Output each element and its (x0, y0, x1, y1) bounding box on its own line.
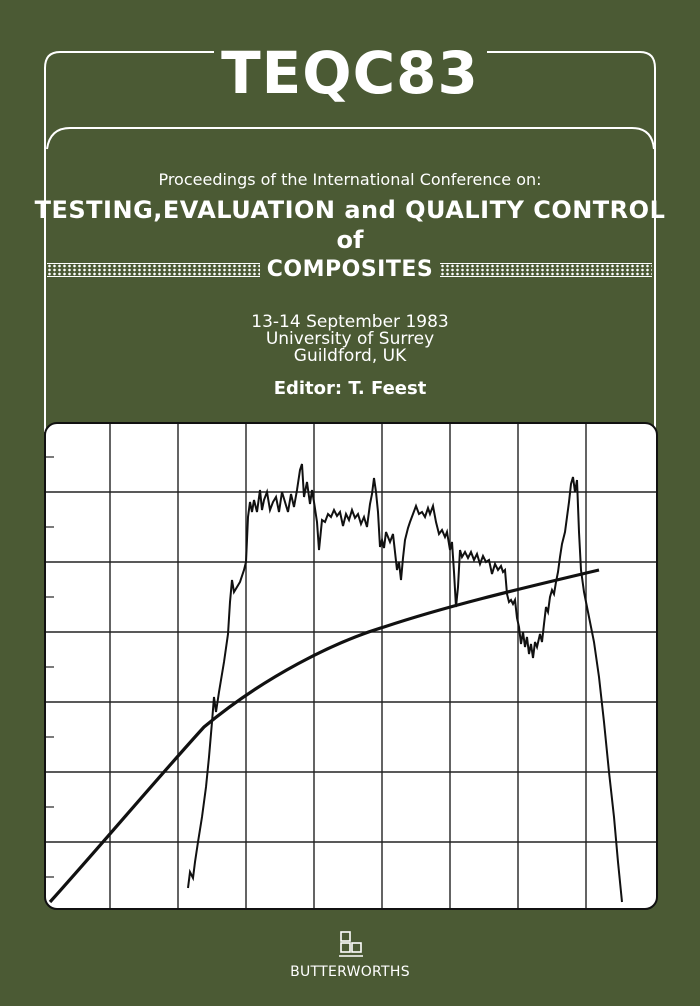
smooth-curve (48, 568, 600, 904)
decorative-dotted-band-right (440, 263, 652, 277)
cover-title: TEQC83 (221, 39, 479, 107)
cover-illustration-plot (44, 422, 658, 910)
main-title-line1: TESTING,EVALUATION and QUALITY CONTROL (34, 196, 666, 224)
noisy-trace (187, 463, 623, 903)
conference-venue: University of Surrey (265, 329, 435, 349)
butterworths-logo-icon (339, 931, 363, 957)
main-title-line3: COMPOSITES (266, 257, 434, 282)
decorative-dotted-band-left (47, 263, 260, 277)
conference-date: 13-14 September 1983 (251, 312, 449, 332)
main-title-line2: of (336, 226, 364, 254)
plot-ticks (46, 456, 54, 878)
editor-credit: Editor: T. Feest (273, 378, 427, 399)
outer-frame-line (44, 51, 656, 432)
proceedings-line: Proceedings of the International Confere… (158, 170, 542, 189)
inner-frame-line (46, 127, 655, 150)
publisher-name: BUTTERWORTHS (290, 964, 410, 980)
plot-background (44, 422, 658, 910)
conference-city: Guildford, UK (293, 346, 407, 366)
